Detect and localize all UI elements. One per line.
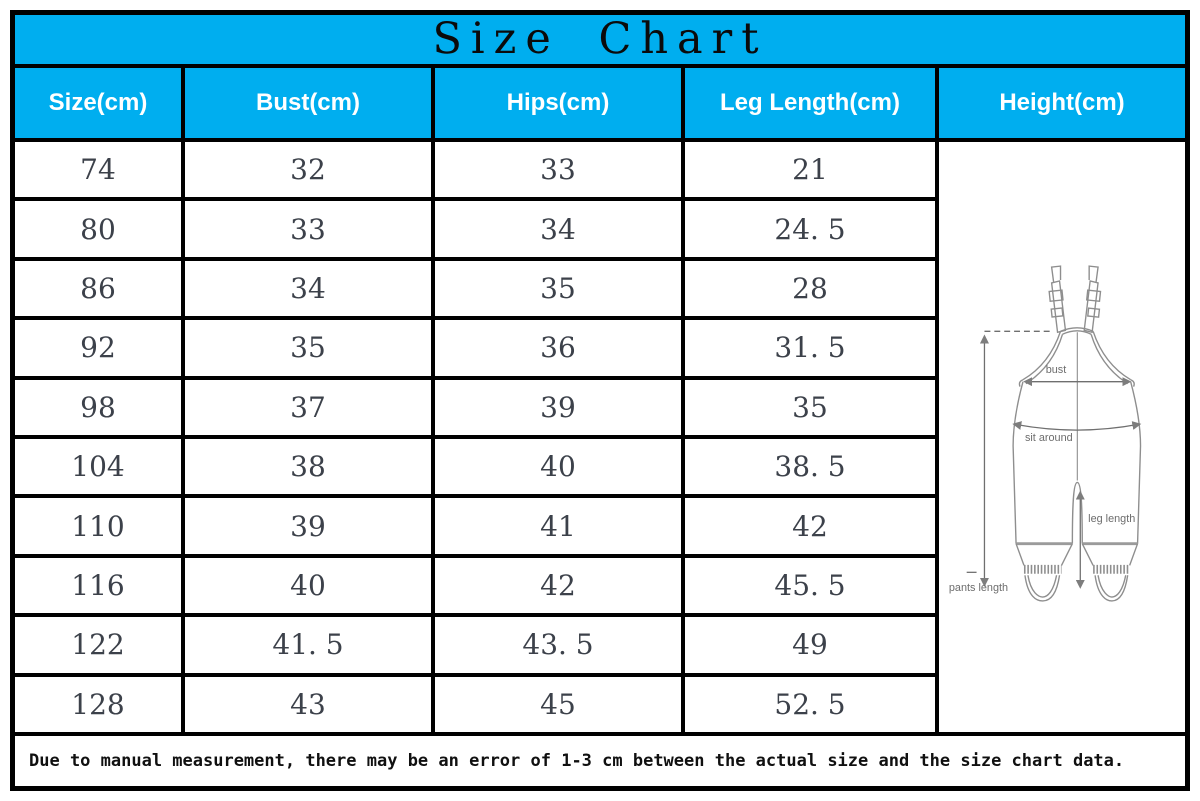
table-cell-hips: 34	[435, 201, 681, 257]
measurement-arrows	[966, 330, 1142, 589]
column-header-size: Size(cm)	[15, 68, 181, 138]
table-cell-bust: 43	[185, 676, 431, 732]
table-cell-size: 110	[15, 498, 181, 554]
pants-length-label: pants length	[949, 582, 1008, 594]
table-cell-leg-length: 24. 5	[685, 201, 935, 257]
column-header-hips: Hips(cm)	[435, 68, 681, 138]
table-cell-bust: 32	[185, 142, 431, 198]
table-cell-size: 122	[15, 617, 181, 673]
table-cell-bust: 37	[185, 379, 431, 435]
table-cell-leg-length: 38. 5	[685, 439, 935, 495]
sit-around-label: sit around	[1025, 432, 1073, 444]
table-cell-size: 92	[15, 320, 181, 376]
table-cell-hips: 42	[435, 557, 681, 614]
page-title: Size Chart	[15, 15, 1185, 64]
table-cell-leg-length: 28	[685, 260, 935, 317]
table-cell-hips: 33	[435, 142, 681, 198]
table-cell-leg-length: 21	[685, 142, 935, 198]
table-cell-hips: 36	[435, 320, 681, 376]
column-header-bust: Bust(cm)	[185, 68, 431, 138]
table-cell-bust: 33	[185, 201, 431, 257]
overalls-measurement-diagram: bust sit around leg length pants length	[949, 265, 1142, 602]
table-cell-size: 116	[15, 557, 181, 614]
column-header-height: Height(cm)	[939, 68, 1185, 138]
table-cell-leg-length: 35	[685, 379, 935, 435]
leg-length-label: leg length	[1088, 513, 1135, 525]
table-cell-size: 80	[15, 201, 181, 257]
bust-label: bust	[1046, 364, 1067, 376]
table-cell-hips: 41	[435, 498, 681, 554]
table-cell-leg-length: 42	[685, 498, 935, 554]
table-cell-hips: 39	[435, 379, 681, 435]
table-cell-hips: 35	[435, 260, 681, 317]
table-cell-size: 74	[15, 142, 181, 198]
table-cell-size: 86	[15, 260, 181, 317]
table-cell-bust: 41. 5	[185, 617, 431, 673]
table-cell-bust: 34	[185, 260, 431, 317]
table-cell-bust: 35	[185, 320, 431, 376]
height-diagram-cell: bust sit around leg length pants length	[939, 142, 1185, 732]
table-cell-size: 98	[15, 379, 181, 435]
table-cell-bust: 39	[185, 498, 431, 554]
table-cell-leg-length: 45. 5	[685, 557, 935, 614]
table-cell-hips: 43. 5	[435, 617, 681, 673]
table-cell-bust: 40	[185, 557, 431, 614]
diagram-labels: bust sit around leg length pants length	[949, 364, 1135, 594]
table-cell-leg-length: 52. 5	[685, 676, 935, 732]
table-cell-bust: 38	[185, 439, 431, 495]
table-cell-hips: 45	[435, 676, 681, 732]
measurement-disclaimer: Due to manual measurement, there may be …	[15, 736, 1185, 786]
table-cell-leg-length: 49	[685, 617, 935, 673]
table-cell-leg-length: 31. 5	[685, 320, 935, 376]
overalls-outline	[1012, 265, 1142, 602]
table-cell-hips: 40	[435, 439, 681, 495]
table-cell-size: 104	[15, 439, 181, 495]
column-header-leg-length: Leg Length(cm)	[685, 68, 935, 138]
size-chart-table: Size Chart Size(cm) Bust(cm) Hips(cm) Le…	[10, 10, 1190, 791]
table-cell-size: 128	[15, 676, 181, 732]
